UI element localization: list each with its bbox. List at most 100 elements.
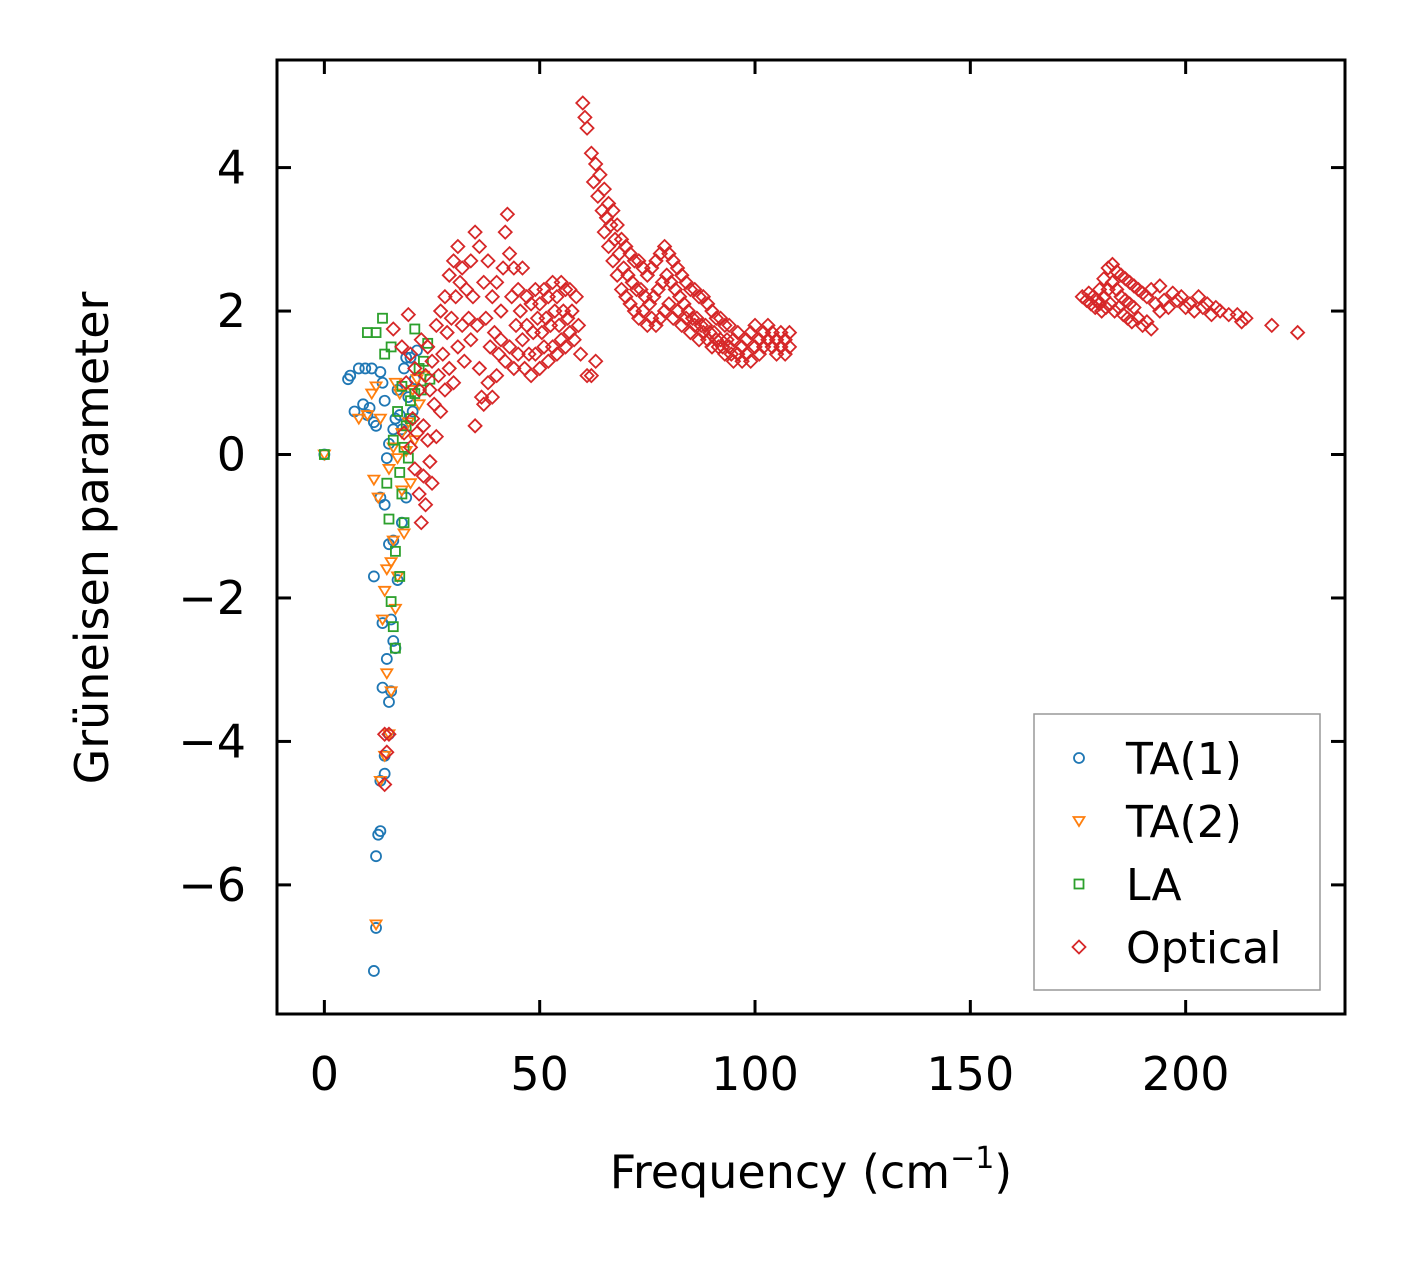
data-point xyxy=(379,564,394,577)
data-point xyxy=(318,449,330,460)
data-point xyxy=(661,296,677,312)
data-point xyxy=(751,346,768,362)
data-point xyxy=(374,825,387,837)
data-point xyxy=(643,260,660,276)
data-point xyxy=(747,317,763,334)
data-point xyxy=(514,260,531,276)
data-point xyxy=(622,296,638,312)
data-point xyxy=(471,238,488,255)
data-point xyxy=(407,360,423,377)
data-point xyxy=(514,331,531,348)
data-point xyxy=(730,324,746,341)
data-point xyxy=(398,517,410,529)
data-point xyxy=(1102,296,1119,312)
data-point xyxy=(1098,299,1114,316)
data-point xyxy=(512,303,529,319)
data-point xyxy=(549,288,565,305)
data-point xyxy=(510,281,526,298)
y-tick-label: −4 xyxy=(178,714,246,768)
legend-marker xyxy=(1073,752,1085,764)
data-point xyxy=(398,375,414,391)
data-point xyxy=(380,653,393,665)
data-point xyxy=(377,585,392,598)
data-point xyxy=(412,399,427,412)
data-point xyxy=(375,614,390,627)
data-point xyxy=(734,339,750,355)
legend-label: LA xyxy=(1126,860,1182,911)
data-point xyxy=(566,331,582,348)
data-point xyxy=(366,474,381,487)
data-point xyxy=(385,596,397,607)
data-point xyxy=(607,231,623,248)
data-point xyxy=(398,441,410,453)
data-point xyxy=(725,331,742,348)
data-point xyxy=(463,331,479,348)
data-point xyxy=(656,303,673,319)
data-point xyxy=(1104,274,1121,291)
data-point xyxy=(475,396,492,413)
data-point xyxy=(387,621,399,633)
data-point xyxy=(1106,303,1123,319)
data-point xyxy=(499,206,516,222)
data-point xyxy=(351,413,366,426)
data-point xyxy=(1173,288,1190,305)
data-point xyxy=(357,398,370,411)
data-point xyxy=(613,281,630,298)
data-point xyxy=(665,310,681,326)
data-point xyxy=(609,217,625,233)
series-la xyxy=(318,312,436,654)
data-point xyxy=(392,406,403,417)
data-point xyxy=(450,238,466,255)
data-point xyxy=(551,317,567,334)
data-point xyxy=(428,317,445,334)
data-point xyxy=(652,310,669,326)
data-point xyxy=(506,360,522,377)
data-point xyxy=(482,339,498,355)
data-point xyxy=(378,498,391,511)
data-point xyxy=(1156,292,1172,309)
data-point xyxy=(407,461,423,477)
data-point xyxy=(411,486,427,502)
data-point xyxy=(689,310,705,326)
data-point xyxy=(549,346,565,362)
data-point xyxy=(406,405,419,418)
data-point xyxy=(404,351,417,364)
data-point xyxy=(413,514,430,531)
data-point xyxy=(1152,278,1168,294)
series-optical xyxy=(376,95,1306,793)
legend: TA(1) TA(2) LA Optical xyxy=(1033,713,1321,991)
data-point xyxy=(1089,292,1106,309)
data-point xyxy=(605,202,621,219)
data-point xyxy=(557,339,574,355)
x-axis-label-main: Frequency (cm xyxy=(610,1145,950,1199)
data-point xyxy=(394,339,410,355)
data-point xyxy=(368,381,384,394)
data-point xyxy=(376,776,393,793)
data-point xyxy=(441,360,458,377)
x-tick-label: 0 xyxy=(310,1047,339,1101)
data-point xyxy=(572,346,589,362)
data-point xyxy=(473,389,490,405)
data-point xyxy=(488,367,505,384)
data-point xyxy=(379,668,394,681)
data-point xyxy=(600,195,617,212)
data-point xyxy=(742,353,759,370)
data-point xyxy=(484,288,501,305)
data-point xyxy=(620,267,636,283)
data-point xyxy=(450,339,466,355)
data-point xyxy=(676,296,692,312)
data-point xyxy=(613,231,630,248)
x-axis-label-close: ) xyxy=(994,1145,1012,1199)
data-point xyxy=(781,324,798,341)
data-point xyxy=(443,310,460,326)
data-point xyxy=(574,95,591,111)
data-point xyxy=(559,310,576,326)
data-point xyxy=(445,253,462,269)
data-point xyxy=(394,467,406,478)
data-point xyxy=(488,274,505,291)
data-point xyxy=(708,310,725,326)
data-point xyxy=(376,726,393,743)
data-point xyxy=(777,346,793,362)
data-point xyxy=(501,339,518,355)
data-point xyxy=(396,380,408,392)
